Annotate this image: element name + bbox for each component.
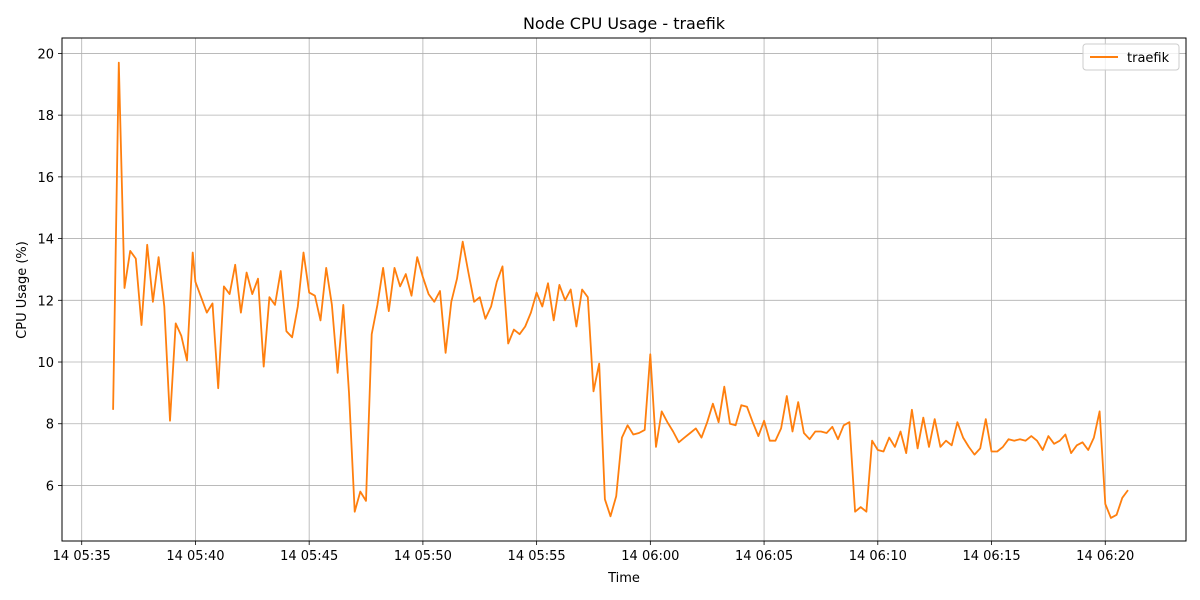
legend-box: [1082, 43, 1180, 71]
y-tick-label: 6: [46, 479, 54, 494]
x-tick-label: 14 05:50: [394, 549, 452, 564]
x-tick-label: 14 05:55: [508, 549, 566, 564]
series-layer: [112, 61, 1129, 519]
y-tick-label: 20: [37, 47, 54, 62]
x-tick-label: 14 06:20: [1076, 549, 1134, 564]
chart-title: Node CPU Usage - traefik: [523, 14, 726, 33]
legend: traefik: [1082, 43, 1180, 71]
x-tick-label: 14 05:40: [166, 549, 224, 564]
y-tick-label: 12: [37, 294, 54, 309]
legend-label-traefik: traefik: [1127, 51, 1170, 66]
x-tick-label: 14 06:00: [621, 549, 679, 564]
grid: [62, 38, 1186, 541]
y-tick-label: 8: [46, 418, 54, 433]
plot-frame: [61, 37, 1187, 542]
series-line-traefik: [112, 61, 1129, 519]
x-tick-label: 14 06:10: [849, 549, 907, 564]
y-tick-label: 16: [37, 171, 54, 186]
x-tick-label: 14 05:35: [53, 549, 111, 564]
y-tick-label: 10: [37, 356, 54, 371]
y-tick-label: 18: [37, 109, 54, 124]
y-axis-label: CPU Usage (%): [15, 241, 30, 339]
x-axis-label: Time: [607, 571, 640, 586]
ticks: 14 05:35 14 05:40 14 05:45 14 05:50 14 05:55…: [37, 47, 1134, 564]
y-tick-label: 14: [37, 233, 54, 248]
x-tick-label: 14 06:05: [735, 549, 793, 564]
x-tick-label: 14 05:45: [280, 549, 338, 564]
x-tick-label: 14 06:15: [962, 549, 1020, 564]
